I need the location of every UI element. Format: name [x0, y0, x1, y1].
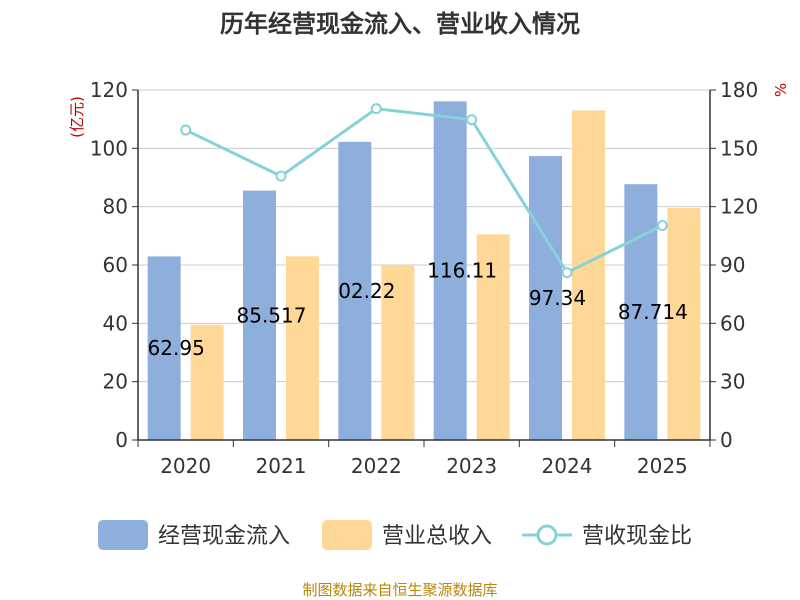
ratio-point — [561, 267, 573, 279]
left-tick-label: 0 — [115, 428, 128, 452]
left-tick-label: 100 — [90, 136, 128, 160]
left-tick-label: 40 — [103, 311, 128, 335]
cashflow-data-label: 116.11 — [427, 259, 497, 283]
left-tick-label: 120 — [90, 78, 128, 102]
bar-cashflow — [243, 190, 276, 440]
legend: 经营现金流入 营业总收入 营收现金比 — [98, 520, 692, 550]
ratio-line-path — [185, 107, 663, 275]
bar-cashflow — [624, 184, 658, 440]
ratio-point — [275, 170, 287, 182]
right-tick-label: 150 — [720, 136, 758, 160]
legend-cashflow-label: 经营现金流入 — [158, 524, 290, 549]
legend-revenue-label: 营业总收入 — [382, 524, 492, 549]
ratio-point — [370, 103, 382, 115]
x-tick-label: 2021 — [256, 454, 307, 478]
data-labels: 62.95 85.517 02.22 116.11 97.34 87.714 — [148, 259, 688, 361]
source-note: 制图数据来自恒生聚源数据库 — [302, 581, 497, 599]
left-tick-label: 60 — [103, 253, 128, 277]
right-tick-label: 60 — [720, 311, 745, 335]
bar-cashflow — [433, 101, 467, 441]
bar-revenue — [667, 208, 701, 440]
right-tick-label: 90 — [720, 253, 745, 277]
cashflow-data-label: 85.517 — [237, 303, 307, 327]
x-tick-label: 2024 — [542, 454, 593, 478]
bar-cashflow — [529, 156, 562, 440]
axes: 0 0 20 30 40 60 60 90 80 120 100 150 120 180 2020 2021 2… — [90, 78, 758, 478]
x-tick-label: 2023 — [446, 454, 497, 478]
right-axis-unit: % — [772, 83, 790, 97]
bar-revenue — [572, 110, 605, 441]
chart-title: 历年经营现金流入、营业收入情况 — [220, 10, 580, 38]
bar-cashflow — [147, 256, 181, 440]
ratio-point — [656, 220, 668, 232]
cashflow-data-label: 87.714 — [618, 300, 688, 324]
bar-revenue — [476, 234, 510, 440]
left-axis-unit: (亿元) — [68, 96, 86, 138]
bars — [147, 101, 701, 441]
ratio-line — [180, 103, 668, 279]
right-tick-label: 30 — [720, 370, 745, 394]
cashflow-data-label: 97.34 — [529, 286, 586, 310]
bar-revenue — [190, 324, 224, 440]
right-tick-label: 180 — [720, 78, 758, 102]
bar-revenue — [381, 265, 415, 440]
left-tick-label: 20 — [103, 370, 128, 394]
ratio-point — [180, 124, 192, 136]
right-tick-label: 0 — [720, 428, 733, 452]
ratio-point — [466, 114, 478, 126]
bar-revenue — [286, 256, 319, 440]
cashflow-data-label: 62.95 — [148, 336, 205, 360]
legend-ratio-label: 营收现金比 — [582, 524, 692, 549]
left-tick-label: 80 — [103, 195, 128, 219]
x-tick-label: 2020 — [160, 454, 211, 478]
legend-revenue-swatch — [322, 520, 372, 550]
right-tick-label: 120 — [720, 195, 758, 219]
cashflow-data-label: 02.22 — [338, 279, 395, 303]
x-tick-label: 2025 — [637, 454, 688, 478]
legend-ratio-swatch-marker — [536, 524, 558, 546]
legend-cashflow-swatch — [98, 520, 148, 550]
bar-cashflow — [338, 141, 372, 440]
grid — [138, 89, 710, 383]
x-tick-label: 2022 — [351, 454, 402, 478]
